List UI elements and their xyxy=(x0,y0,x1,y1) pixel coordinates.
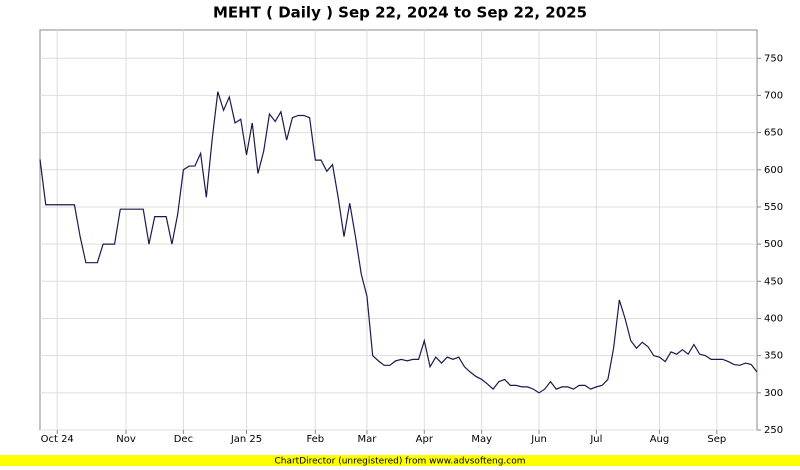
x-tick-label: May xyxy=(471,434,492,445)
x-tick-label: Feb xyxy=(306,434,324,445)
footer: ChartDirector (unregistered) from www.ad… xyxy=(274,457,525,467)
plot-area xyxy=(39,29,758,431)
x-tick-label: Jun xyxy=(530,434,547,445)
y-tick-label: 450 xyxy=(764,276,783,287)
x-tick-label: Jul xyxy=(589,434,602,445)
y-tick-label: 300 xyxy=(764,388,783,399)
x-tick-label: Aug xyxy=(650,434,670,445)
y-tick-label: 400 xyxy=(764,313,783,324)
x-tick-label: Dec xyxy=(174,434,193,445)
x-tick-label: Apr xyxy=(416,434,434,445)
x-tick-label: Nov xyxy=(116,434,136,445)
y-tick-label: 500 xyxy=(764,239,783,250)
y-tick-label: 600 xyxy=(764,165,783,176)
y-tick-label: 250 xyxy=(764,425,783,436)
x-tick-label: Mar xyxy=(358,434,378,445)
x-tick-label: Jan 25 xyxy=(230,434,262,445)
y-tick-label: 650 xyxy=(764,128,783,139)
y-tick-label: 700 xyxy=(764,90,783,101)
x-tick-label: Oct 24 xyxy=(41,434,74,445)
y-tick-label: 750 xyxy=(764,53,783,64)
chart-title: MEHT ( Daily ) Sep 22, 2024 to Sep 22, 2… xyxy=(213,4,587,22)
footer-bar xyxy=(0,455,800,466)
y-tick-label: 350 xyxy=(764,351,783,362)
x-tick-label: Sep xyxy=(707,434,726,445)
price-line xyxy=(39,91,758,394)
y-tick-label: 550 xyxy=(764,202,783,213)
